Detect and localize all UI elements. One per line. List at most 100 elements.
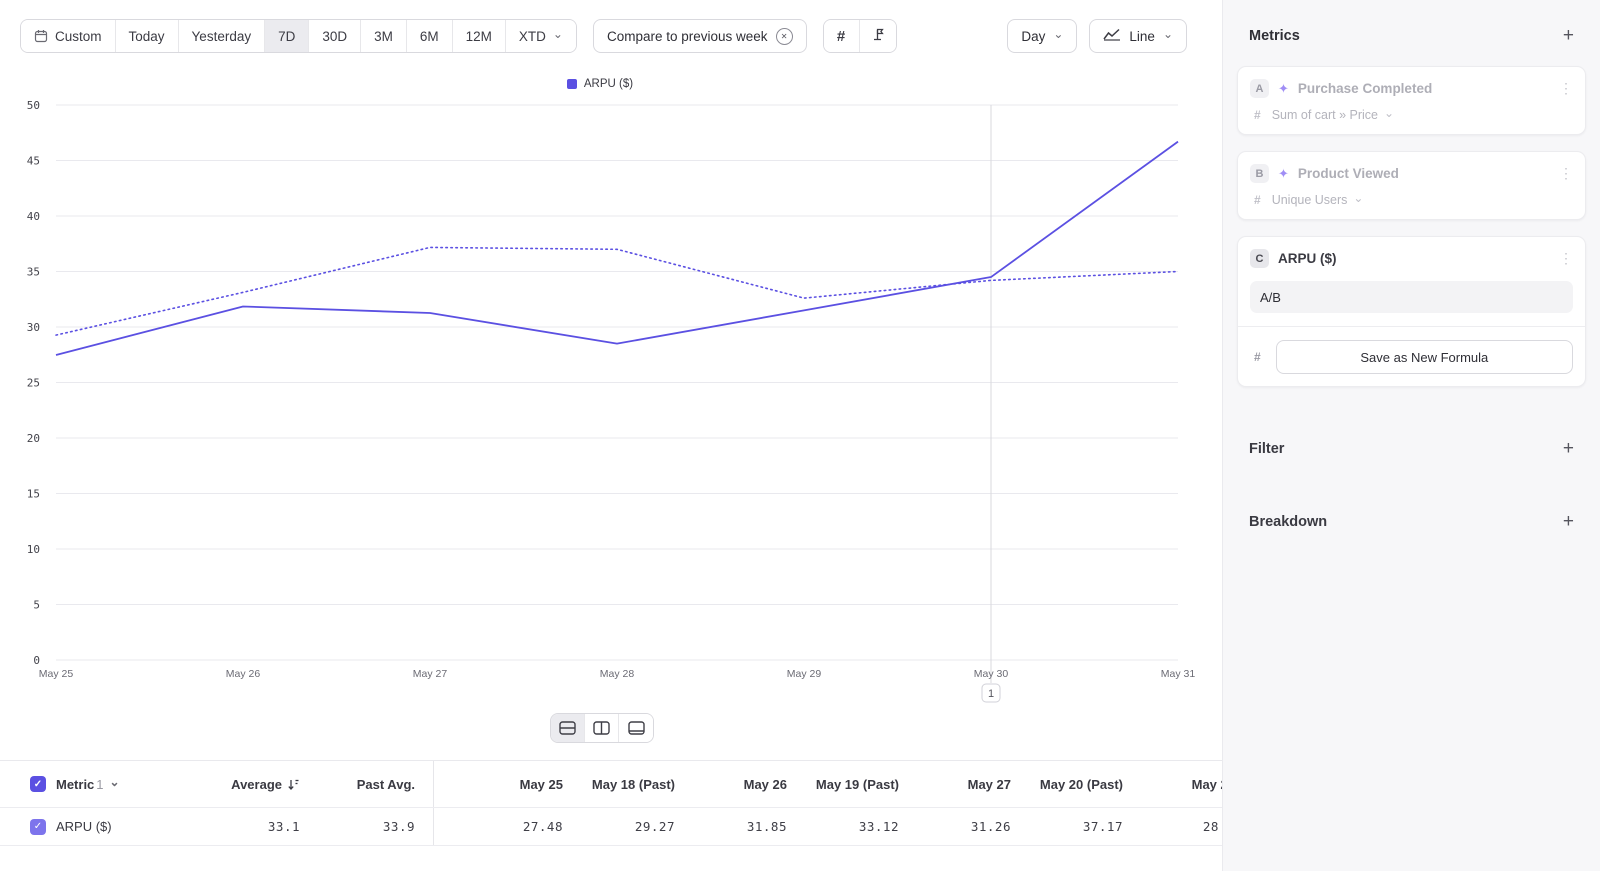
remove-compare-icon[interactable]: ✕ [775, 27, 793, 45]
value-labels-button[interactable]: # [823, 20, 860, 52]
column-header-label: May 26 [743, 776, 787, 792]
line-chart[interactable]: 0 5 10 15 20 25 30 35 40 45 50 May 25 May 26 May 27 Ma… [0, 95, 1200, 709]
date-range-6m[interactable]: 6M [406, 20, 453, 52]
column-header[interactable]: May 27 [899, 777, 1011, 792]
granularity-select[interactable]: Day ⌄ [1007, 19, 1078, 53]
cell-value: 27.48 [522, 819, 563, 834]
metric-badge: A [1250, 79, 1269, 98]
metric-card-a[interactable]: A ✦ Purchase Completed ⋮ # Sum of cart »… [1237, 66, 1586, 135]
metric-menu-icon[interactable]: ⋮ [1559, 250, 1573, 266]
metric-name: Purchase Completed [1297, 81, 1433, 96]
column-header-label: May 25 [519, 776, 563, 792]
chevron-down-icon: ⌄ [552, 27, 563, 41]
y-axis-tick-label: 10 [27, 543, 40, 556]
cell-value: 29.27 [634, 819, 675, 834]
column-header[interactable]: May 20 (Past) [1011, 777, 1123, 792]
current-period-line[interactable] [55, 140, 1179, 356]
y-axis-tick-label: 5 [33, 599, 40, 612]
metrics-table: ✓ Metric 1 ⌄ Average Past Avg. May 25 Ma… [0, 760, 1222, 871]
compare-label: Compare to previous week [606, 28, 768, 44]
column-header[interactable]: May 19 (Past) [787, 777, 899, 792]
date-range-30d[interactable]: 30D [309, 20, 362, 52]
aggregation-select[interactable]: Unique Users ⌄ [1272, 191, 1364, 207]
date-range-label: 6M [419, 28, 439, 44]
date-range-12m[interactable]: 12M [452, 20, 506, 52]
date-range-label: XTD [518, 28, 546, 44]
split-vertical-icon [593, 721, 610, 735]
metric-card-header: C ARPU ($) ⋮ [1250, 249, 1573, 268]
annotation-marker-label: 1 [988, 688, 994, 700]
column-header-label: Past Avg. [356, 776, 415, 792]
cell-value: 33.9 [382, 819, 415, 834]
date-range-xtd[interactable]: XTD ⌄ [505, 20, 576, 52]
layout-bottom-panel-button[interactable] [619, 714, 653, 742]
split-horizontal-icon [559, 721, 576, 735]
table-row[interactable]: ✓ ARPU ($) 33.1 33.9 27.48 29.27 31.85 3… [0, 808, 1222, 846]
metric-card-b[interactable]: B ✦ Product Viewed ⋮ # Unique Users ⌄ [1237, 151, 1586, 220]
chevron-down-icon: ⌄ [1353, 191, 1364, 205]
layout-split-horizontal-button[interactable] [551, 714, 585, 742]
table-cell: 31.26 [899, 819, 1011, 834]
metric-menu-icon[interactable]: ⋮ [1559, 165, 1573, 181]
toolbar-right: Day ⌄ Line ⌄ [1007, 19, 1187, 53]
sort-icon[interactable] [287, 778, 300, 791]
column-header[interactable]: May 25 [451, 777, 563, 792]
metric-menu-icon[interactable]: ⋮ [1559, 80, 1573, 96]
column-header[interactable]: May 28 [1123, 777, 1222, 792]
panel-layout-toggle [550, 713, 654, 743]
filter-section-header: Filter + [1249, 437, 1574, 461]
calendar-icon [34, 29, 48, 43]
select-all-checkbox[interactable]: ✓ [30, 776, 46, 792]
previous-period-line[interactable] [55, 246, 1179, 336]
metric-dropdown[interactable]: Metric 1 ⌄ [56, 776, 120, 792]
date-range-yesterday[interactable]: Yesterday [178, 20, 266, 52]
chart-type-select[interactable]: Line ⌄ [1089, 19, 1187, 53]
column-header[interactable]: May 26 [675, 777, 787, 792]
date-range-label: Yesterday [191, 28, 252, 44]
column-header-label: May 20 (Past) [1039, 776, 1123, 792]
column-header-average[interactable]: Average [200, 777, 300, 792]
x-axis-tick-label: May 30 [974, 668, 1009, 680]
date-range-7d[interactable]: 7D [265, 20, 310, 52]
bottom-panel-icon [627, 721, 645, 735]
legend-label: ARPU ($) [583, 78, 634, 90]
row-checkbox[interactable]: ✓ [30, 818, 46, 835]
column-header-label: May 27 [967, 776, 1011, 792]
chart-tools-group: # [822, 19, 897, 53]
save-as-new-formula-button[interactable]: Save as New Formula [1275, 340, 1573, 374]
add-breakdown-button[interactable]: + [1562, 511, 1574, 532]
date-range-group: Custom Today Yesterday 7D 30D 3M 6M 12M … [20, 19, 577, 53]
metrics-section-header: Metrics + [1249, 25, 1574, 46]
date-range-3m[interactable]: 3M [361, 20, 407, 52]
metric-card-c[interactable]: C ARPU ($) ⋮ A/B # Save as New Formula [1237, 236, 1586, 387]
metric-label: ARPU ($) [56, 819, 112, 834]
add-filter-button[interactable]: + [1562, 438, 1574, 459]
metric-header-cell: ✓ Metric 1 ⌄ [0, 776, 200, 792]
annotations-button[interactable] [859, 20, 896, 52]
x-axis-tick-label: May 25 [39, 668, 74, 680]
date-range-label: 3M [374, 28, 393, 44]
metric-header-label: Metric [56, 776, 95, 792]
breakdown-title: Breakdown [1249, 514, 1328, 530]
aggregation-select[interactable]: Sum of cart » Price ⌄ [1271, 107, 1394, 122]
table-cell: 37.17 [1011, 819, 1123, 834]
formula-input[interactable]: A/B [1250, 281, 1573, 313]
layout-split-vertical-button[interactable] [585, 714, 619, 742]
x-axis-tick-label: May 27 [413, 668, 448, 680]
x-axis-tick-label: May 26 [226, 668, 261, 680]
date-range-label: 12M [465, 28, 492, 44]
date-range-today[interactable]: Today [115, 20, 179, 52]
filter-title: Filter [1249, 441, 1285, 457]
compare-pill[interactable]: Compare to previous week ✕ [592, 19, 807, 53]
add-metric-button[interactable]: + [1562, 25, 1574, 46]
date-range-custom[interactable]: Custom [21, 20, 116, 52]
annotation-marker-box[interactable] [981, 683, 1001, 703]
number-type-icon: # [1254, 193, 1261, 207]
column-header-past-avg[interactable]: Past Avg. [300, 777, 415, 792]
column-header[interactable]: May 18 (Past) [563, 777, 675, 792]
hash-icon: # [836, 27, 846, 45]
aggregation-label: Sum of cart » Price [1271, 108, 1378, 122]
metric-aggregation-row: # Sum of cart » Price ⌄ [1250, 107, 1573, 122]
y-axis-tick-label: 50 [27, 99, 40, 112]
